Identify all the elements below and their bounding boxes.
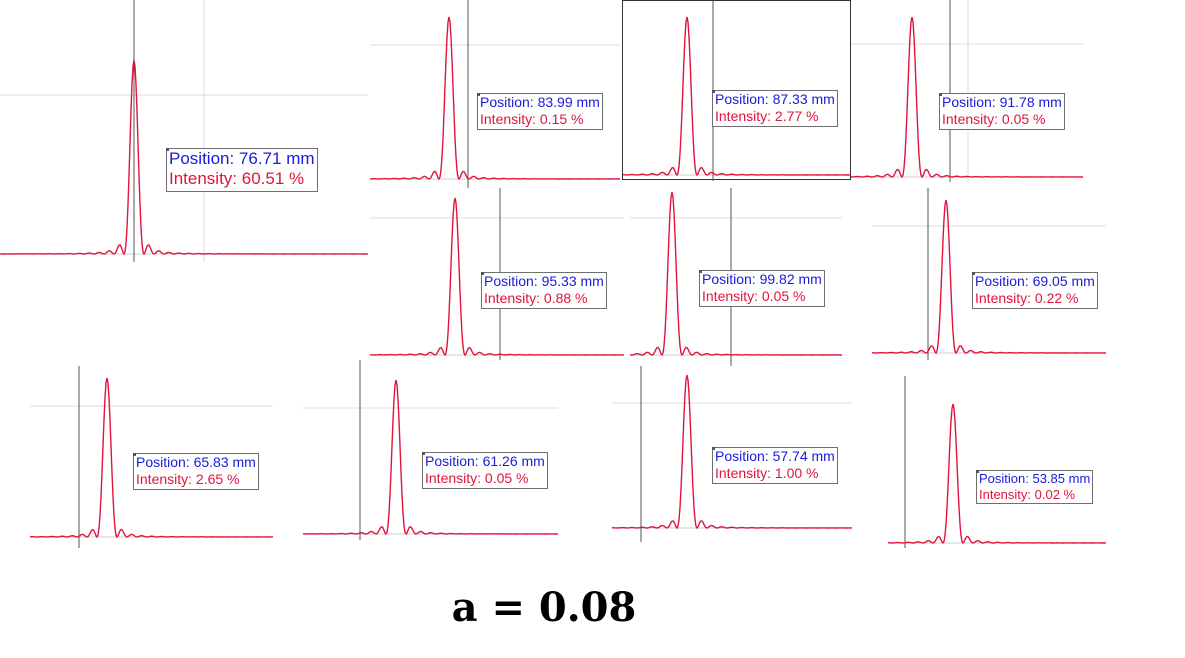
- readout-box: Position: 99.82 mm Intensity: 0.05 %: [699, 270, 825, 307]
- position-readout: Position: 53.85 mm: [979, 471, 1091, 486]
- chart-panel-10: [611, 366, 853, 542]
- intensity-readout: Intensity: 0.22 %: [975, 289, 1079, 306]
- chart-plot-10: [611, 366, 853, 542]
- intensity-curve: [302, 379, 559, 536]
- readout-box: Position: 65.83 mm Intensity: 2.65 %: [133, 453, 259, 490]
- intensity-readout: Intensity: 0.02 %: [979, 486, 1076, 502]
- chart-plot-7: [871, 188, 1107, 360]
- intensity-curve: [0, 59, 369, 256]
- chart-plot-4: [850, 0, 1084, 182]
- caption: a = 0.08: [451, 584, 637, 631]
- position-readout: Position: 83.99 mm: [480, 94, 600, 110]
- position-readout: Position: 65.83 mm: [136, 454, 256, 470]
- intensity-readout: Intensity: 0.05 %: [425, 469, 529, 486]
- intensity-curve: [29, 377, 274, 539]
- intensity-curve: [369, 16, 621, 181]
- position-readout: Position: 61.26 mm: [425, 453, 545, 469]
- intensity-readout: Intensity: 0.05 %: [942, 110, 1046, 127]
- chart-plot-2: [369, 0, 621, 190]
- intensity-readout: Intensity: 2.77 %: [715, 107, 819, 124]
- intensity-readout: Intensity: 0.05 %: [702, 287, 806, 304]
- readout-box: Position: 87.33 mm Intensity: 2.77 %: [712, 90, 838, 127]
- intensity-curve: [369, 197, 625, 357]
- position-readout: Position: 76.71 mm: [169, 149, 315, 168]
- intensity-curve: [622, 16, 853, 177]
- intensity-readout: Intensity: 0.15 %: [480, 110, 584, 127]
- readout-box: Position: 95.33 mm Intensity: 0.88 %: [481, 272, 607, 309]
- intensity-curve: [887, 403, 1107, 545]
- readout-box: Position: 91.78 mm Intensity: 0.05 %: [939, 93, 1065, 130]
- chart-plot-1: [0, 0, 369, 262]
- readout-box: Position: 57.74 mm Intensity: 1.00 %: [712, 447, 838, 484]
- position-readout: Position: 95.33 mm: [484, 273, 604, 289]
- chart-panel-9: [302, 360, 559, 540]
- chart-plot-11: [887, 376, 1107, 548]
- chart-plot-9: [302, 360, 559, 540]
- intensity-curve: [611, 374, 853, 530]
- readout-box: Position: 61.26 mm Intensity: 0.05 %: [422, 452, 548, 489]
- intensity-readout: Intensity: 1.00 %: [715, 464, 819, 481]
- chart-panel-4: [850, 0, 1084, 182]
- intensity-curve: [629, 191, 843, 357]
- chart-panel-11: [887, 376, 1107, 548]
- readout-box: Position: 69.05 mm Intensity: 0.22 %: [972, 272, 1098, 309]
- intensity-curve: [850, 16, 1084, 179]
- readout-box: Position: 76.71 mm Intensity: 60.51 %: [166, 148, 318, 192]
- position-readout: Position: 99.82 mm: [702, 271, 822, 287]
- intensity-curve: [871, 199, 1107, 355]
- position-readout: Position: 87.33 mm: [715, 91, 835, 107]
- intensity-readout: Intensity: 60.51 %: [169, 169, 305, 189]
- position-readout: Position: 57.74 mm: [715, 448, 835, 464]
- readout-box: Position: 83.99 mm Intensity: 0.15 %: [477, 93, 603, 130]
- chart-plot-5: [369, 188, 625, 360]
- intensity-readout: Intensity: 2.65 %: [136, 470, 240, 487]
- chart-plot-8: [29, 366, 274, 548]
- position-readout: Position: 69.05 mm: [975, 273, 1095, 289]
- readout-box: Position: 53.85 mm Intensity: 0.02 %: [976, 470, 1094, 505]
- position-readout: Position: 91.78 mm: [942, 94, 1062, 110]
- chart-panel-1: [0, 0, 369, 262]
- intensity-readout: Intensity: 0.88 %: [484, 289, 588, 306]
